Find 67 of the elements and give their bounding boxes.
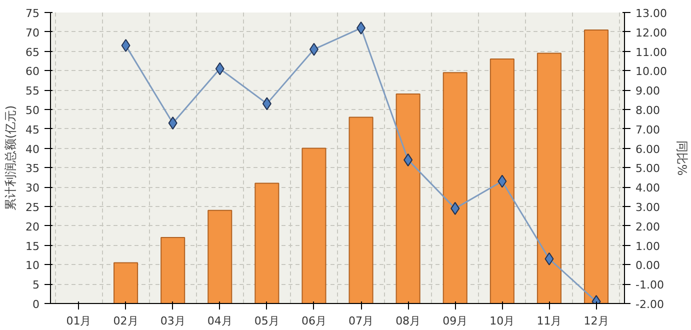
y-axis-title: 累计利润总额(亿元) <box>4 105 18 211</box>
y-tick-label: 15 <box>26 240 40 253</box>
bar <box>114 262 138 304</box>
y2-axis-title: 同比% <box>674 140 689 176</box>
y2-tick-label: 7.00 <box>636 123 660 136</box>
y-tick-label: 25 <box>26 201 40 214</box>
y2-tick-label: -1.00 <box>636 278 664 292</box>
y2-tick-label: 12.00 <box>636 26 667 40</box>
y-tick-label: 5 <box>32 278 40 292</box>
y2-tick-label: 9.00 <box>636 84 660 98</box>
y2-tick-label: 10.00 <box>636 65 667 78</box>
point <box>168 116 178 130</box>
y-tick-label: 50 <box>26 104 40 117</box>
y-tick-label: 55 <box>26 84 40 98</box>
y-tick-label: 30 <box>26 182 40 195</box>
bar <box>396 93 420 304</box>
y2-tick-label: 2.00 <box>636 220 660 234</box>
y2-tick-label: 1.00 <box>636 240 660 253</box>
y-tick-label: 70 <box>26 26 40 40</box>
x-tick-label: 12月 <box>584 314 609 328</box>
y-tick-label: 75 <box>26 7 40 20</box>
y-tick-label: 20 <box>26 220 40 234</box>
y2-tick-label: 11.00 <box>636 46 667 59</box>
point <box>450 202 460 215</box>
y2-tick-label: -2.00 <box>636 298 664 311</box>
x-tick-label: 05月 <box>254 314 280 328</box>
bar <box>254 182 280 304</box>
point <box>404 153 413 166</box>
bar <box>302 148 326 304</box>
bar <box>348 116 374 304</box>
point <box>544 252 554 266</box>
point <box>309 42 318 56</box>
point <box>262 97 272 110</box>
y-tick-label: 40 <box>26 142 40 156</box>
bar <box>160 237 186 304</box>
bar <box>208 210 232 304</box>
y-tick-label: 10 <box>26 259 40 272</box>
x-tick-label: 03月 <box>160 314 186 328</box>
bar <box>536 52 562 304</box>
point <box>498 174 507 188</box>
x-tick-label: 08月 <box>396 314 421 328</box>
y2-tick-label: 3.00 <box>636 201 660 214</box>
bar <box>442 72 468 304</box>
point <box>121 38 130 52</box>
x-tick-label: 04月 <box>207 314 232 328</box>
bar <box>490 58 514 304</box>
x-tick-label: 09月 <box>442 314 468 328</box>
y-tick-label: 45 <box>26 123 40 136</box>
y-tick-label: 65 <box>26 46 40 59</box>
y-tick-label: 35 <box>26 162 40 176</box>
x-tick-label: 01月 <box>66 314 92 328</box>
y2-tick-label: 6.00 <box>636 142 660 156</box>
y-tick-label: 60 <box>26 65 40 78</box>
y-tick-label: 0 <box>32 298 40 311</box>
point <box>356 22 366 35</box>
point <box>215 62 224 76</box>
x-tick-label: 02月 <box>113 314 138 328</box>
bar <box>584 29 609 304</box>
y2-tick-label: 0.00 <box>636 259 660 272</box>
y2-tick-label: 5.00 <box>636 162 660 176</box>
x-tick-label: 06月 <box>301 314 326 328</box>
y2-tick-label: 13.00 <box>636 7 667 20</box>
y2-tick-label: 4.00 <box>636 182 660 195</box>
x-tick-label: 10月 <box>490 314 515 328</box>
x-tick-label: 07月 <box>348 314 374 328</box>
y2-tick-label: 8.00 <box>636 104 660 117</box>
x-tick-label: 11月 <box>536 314 562 328</box>
